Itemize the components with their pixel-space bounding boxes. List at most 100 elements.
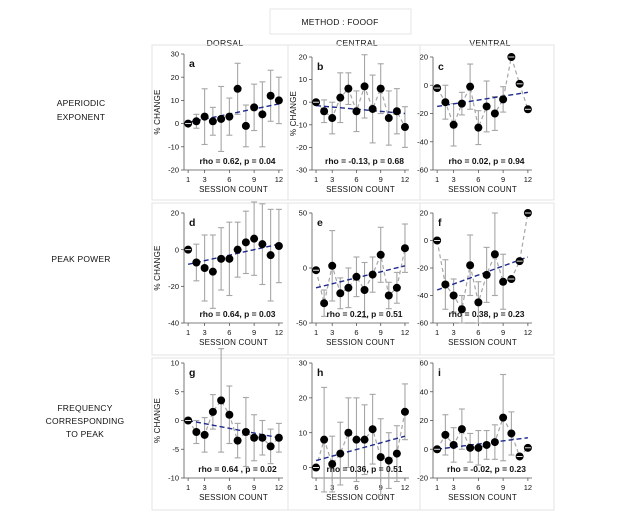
row-header-exponent: EXPONENT (57, 112, 105, 122)
row-header-corresponding: CORRESPONDING (46, 416, 125, 426)
data-point (360, 435, 369, 444)
data-point (225, 112, 234, 121)
x-axis-label: SESSION COUNT (326, 338, 395, 347)
y-tick-label: 20 (299, 53, 307, 62)
x-tick-label: 1 (186, 328, 190, 337)
stat-label: rho = 0.38, p = 0.23 (448, 309, 524, 319)
y-tick-label: -20 (168, 166, 179, 175)
data-point (336, 449, 345, 458)
x-tick-label: 6 (354, 175, 358, 184)
row-header-to-peak: TO PEAK (66, 429, 104, 439)
x-tick-label: 3 (203, 483, 207, 492)
method-title: METHOD : FOOOF (302, 17, 379, 27)
y-tick-label: 0 (175, 416, 179, 425)
stat-label: rho = 0.62, p = 0.04 (199, 156, 275, 166)
data-point (474, 123, 483, 132)
data-point (200, 264, 209, 272)
y-axis-label: % CHANGE (289, 91, 298, 136)
panel-letter: h (317, 367, 323, 379)
y-tick-label: 10 (299, 428, 307, 437)
data-point (250, 234, 259, 243)
data-point (384, 291, 393, 300)
x-tick-label: 6 (227, 175, 231, 184)
data-point (200, 430, 209, 439)
data-point (328, 261, 337, 270)
y-tick-label: 20 (299, 393, 307, 402)
data-point (320, 299, 329, 308)
data-point (320, 435, 329, 444)
data-point (490, 109, 499, 118)
y-tick-label: -20 (168, 282, 179, 291)
data-point (217, 114, 226, 123)
x-tick-label: 1 (435, 483, 439, 492)
y-tick-label: -40 (417, 291, 428, 300)
data-point (250, 433, 259, 442)
x-tick-label: 12 (401, 483, 409, 492)
fit-line (437, 437, 528, 450)
fit-line (437, 91, 528, 108)
y-tick-label: 0 (303, 264, 307, 273)
fit-line (187, 243, 280, 266)
data-point (441, 98, 450, 107)
y-axis-label: % CHANGE (153, 245, 162, 290)
data-point (352, 272, 361, 281)
y-tick-label: 20 (420, 209, 428, 218)
y-tick-label: 20 (171, 209, 179, 218)
data-point (225, 410, 234, 419)
data-point (449, 120, 458, 129)
x-axis-label: SESSION COUNT (199, 338, 268, 347)
data-point (441, 430, 450, 439)
data-point (400, 407, 409, 416)
data-point (250, 103, 259, 112)
x-tick-label: 6 (354, 483, 358, 492)
series-connector (315, 84, 406, 128)
series-connector (436, 416, 529, 458)
data-point (400, 244, 409, 253)
x-tick-label: 3 (330, 328, 334, 337)
y-tick-label: 20 (420, 53, 428, 62)
fit-line (315, 104, 406, 115)
panel-frame (151, 202, 289, 356)
x-tick-label: 6 (354, 328, 358, 337)
y-tick-label: -5 (172, 445, 179, 454)
x-tick-label: 9 (252, 328, 256, 337)
x-tick-label: 1 (435, 328, 439, 337)
data-point (274, 433, 283, 442)
data-point (384, 456, 393, 465)
y-tick-label: -20 (417, 474, 428, 483)
x-tick-label: 1 (435, 175, 439, 184)
x-tick-label: 12 (275, 328, 283, 337)
panel-g: -10 -5 0 5 10 1 3 6 9 12 SESSION COUNT % CHANGE g rho… (151, 348, 289, 511)
data-point (490, 438, 499, 447)
data-point (368, 425, 377, 434)
method-title-box (269, 8, 412, 35)
data-point (266, 91, 275, 100)
series-connector (436, 56, 529, 130)
x-tick-label: 12 (524, 483, 532, 492)
data-point (192, 428, 201, 436)
x-tick-label: 9 (501, 483, 505, 492)
y-tick-label: 20 (171, 73, 179, 82)
x-axis-label: SESSION COUNT (448, 185, 517, 194)
data-point (360, 82, 369, 91)
y-tick-label: -20 (417, 264, 428, 273)
panel-frame (419, 357, 555, 511)
panel-frame (419, 44, 555, 201)
x-tick-label: 9 (252, 483, 256, 492)
y-tick-label: 0 (175, 245, 179, 254)
y-tick-label: 0 (303, 463, 307, 472)
stat-label: rho = 0.02, p = 0.94 (448, 156, 524, 166)
data-point (344, 428, 353, 437)
x-tick-label: 1 (186, 483, 190, 492)
y-tick-label: 0 (424, 81, 428, 90)
data-point (266, 251, 275, 260)
data-point (274, 242, 283, 250)
stat-label: rho = 0.21, p = 0.51 (326, 309, 402, 319)
data-point (400, 123, 409, 132)
fit-line (315, 435, 406, 462)
data-point (482, 270, 491, 279)
